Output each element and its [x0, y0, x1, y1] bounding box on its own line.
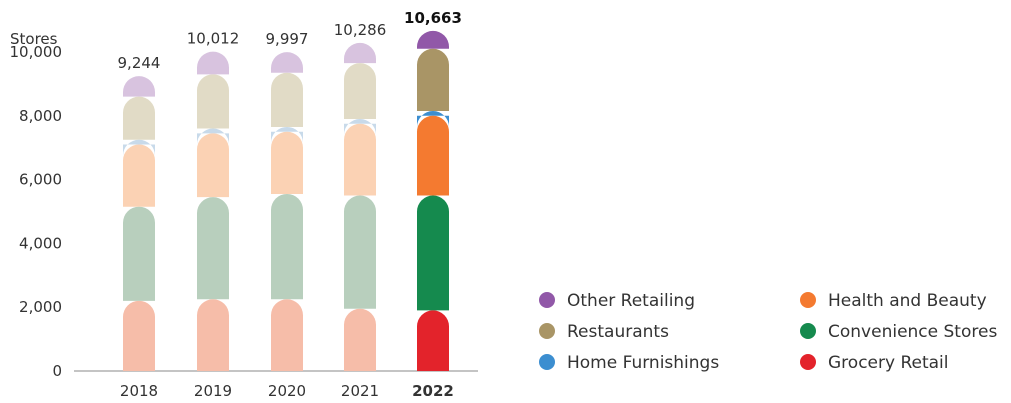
- bar-segment-home-furnishings: [123, 139, 155, 156]
- legend-item-home-furnishings: Home Furnishings: [539, 353, 719, 373]
- y-axis-ticks: 0 2,000 4,000 6,000 8,000 10,000: [10, 43, 63, 380]
- y-axis-title-text: Stores: [10, 30, 58, 48]
- bar-segment-health-and-beauty: [271, 131, 303, 194]
- legend-item-health-and-beauty: Health and Beauty: [800, 291, 987, 311]
- bar-total-label: 10,663: [404, 9, 462, 27]
- bar-segment-other-retailing: [197, 51, 229, 75]
- legend-item-grocery-retail: Grocery Retail: [800, 353, 949, 373]
- legend-item-convenience-stores: Convenience Stores: [800, 322, 997, 342]
- bar-segment-health-and-beauty: [123, 144, 155, 207]
- bar-2022: [417, 30, 449, 371]
- legend-label: Health and Beauty: [828, 291, 987, 311]
- legend-label: Restaurants: [567, 322, 669, 342]
- legend-swatch: [539, 354, 555, 370]
- bar-segment-grocery-retail: [271, 299, 303, 371]
- x-axis-ticks: 2018 2019 2020 2021 2022: [120, 382, 454, 400]
- bar-segment-other-retailing: [417, 30, 449, 49]
- bar-segment-restaurants: [344, 63, 376, 119]
- bar-segment-other-retailing: [123, 76, 155, 97]
- x-tick-label: 2020: [268, 382, 306, 400]
- legend-label: Convenience Stores: [828, 322, 997, 342]
- legend: Other Retailing Health and Beauty Restaura…: [539, 291, 997, 373]
- x-tick-label: 2019: [194, 382, 232, 400]
- legend-swatch: [539, 292, 555, 308]
- bar-segment-home-furnishings: [197, 128, 229, 145]
- y-tick-label: 6,000: [19, 171, 62, 189]
- legend-label: Home Furnishings: [567, 353, 719, 373]
- legend-label: Grocery Retail: [828, 353, 949, 373]
- bar-2018: [123, 76, 155, 371]
- bar-segment-convenience-stores: [197, 197, 229, 300]
- y-tick-label: 8,000: [19, 107, 62, 125]
- bar-segment-restaurants: [123, 96, 155, 140]
- y-axis-title: Stores: [10, 30, 58, 48]
- y-tick-label: 0: [52, 362, 62, 380]
- legend-item-other-retailing: Other Retailing: [539, 291, 695, 311]
- y-tick-label: 4,000: [19, 234, 62, 252]
- bar-segment-restaurants: [271, 72, 303, 127]
- x-tick-label: 2021: [341, 382, 379, 400]
- legend-swatch: [800, 323, 816, 339]
- bar-segment-home-furnishings: [271, 126, 303, 143]
- bar-segment-health-and-beauty: [344, 123, 376, 196]
- y-tick-label: 10,000: [10, 43, 63, 61]
- bar-segment-home-furnishings: [417, 111, 449, 128]
- bar-segment-restaurants: [197, 74, 229, 129]
- bar-total-labels: 9,244 10,012 9,997 10,286 10,663: [118, 9, 462, 72]
- bar-segment-home-furnishings: [344, 118, 376, 135]
- bar-segment-grocery-retail: [123, 300, 155, 371]
- legend-swatch: [539, 323, 555, 339]
- bar-total-label: 9,244: [118, 54, 161, 72]
- bar-2021: [344, 42, 376, 371]
- bar-segment-grocery-retail: [344, 308, 376, 371]
- bar-segment-grocery-retail: [197, 299, 229, 371]
- bar-segment-restaurants: [417, 48, 449, 112]
- legend-swatch: [800, 292, 816, 308]
- x-tick-label: 2022: [412, 382, 454, 400]
- legend-swatch: [800, 354, 816, 370]
- bar-total-label: 10,012: [187, 30, 240, 48]
- legend-label: Other Retailing: [567, 291, 695, 311]
- bar-segment-health-and-beauty: [417, 115, 449, 196]
- bar-total-label: 9,997: [266, 30, 309, 48]
- x-tick-label: 2018: [120, 382, 158, 400]
- bar-segment-grocery-retail: [417, 310, 449, 371]
- legend-item-restaurants: Restaurants: [539, 322, 669, 342]
- bar-segment-convenience-stores: [123, 206, 155, 301]
- bar-2019: [197, 51, 229, 371]
- bar-segment-convenience-stores: [417, 195, 449, 311]
- bar-segment-health-and-beauty: [197, 133, 229, 198]
- bar-segment-convenience-stores: [271, 193, 303, 300]
- bar-2020: [271, 52, 303, 371]
- bar-segment-other-retailing: [344, 42, 376, 64]
- bars-group: [123, 30, 449, 371]
- bar-segment-other-retailing: [271, 52, 303, 73]
- bar-total-label: 10,286: [334, 21, 387, 39]
- bar-segment-convenience-stores: [344, 195, 376, 309]
- y-tick-label: 2,000: [19, 298, 62, 316]
